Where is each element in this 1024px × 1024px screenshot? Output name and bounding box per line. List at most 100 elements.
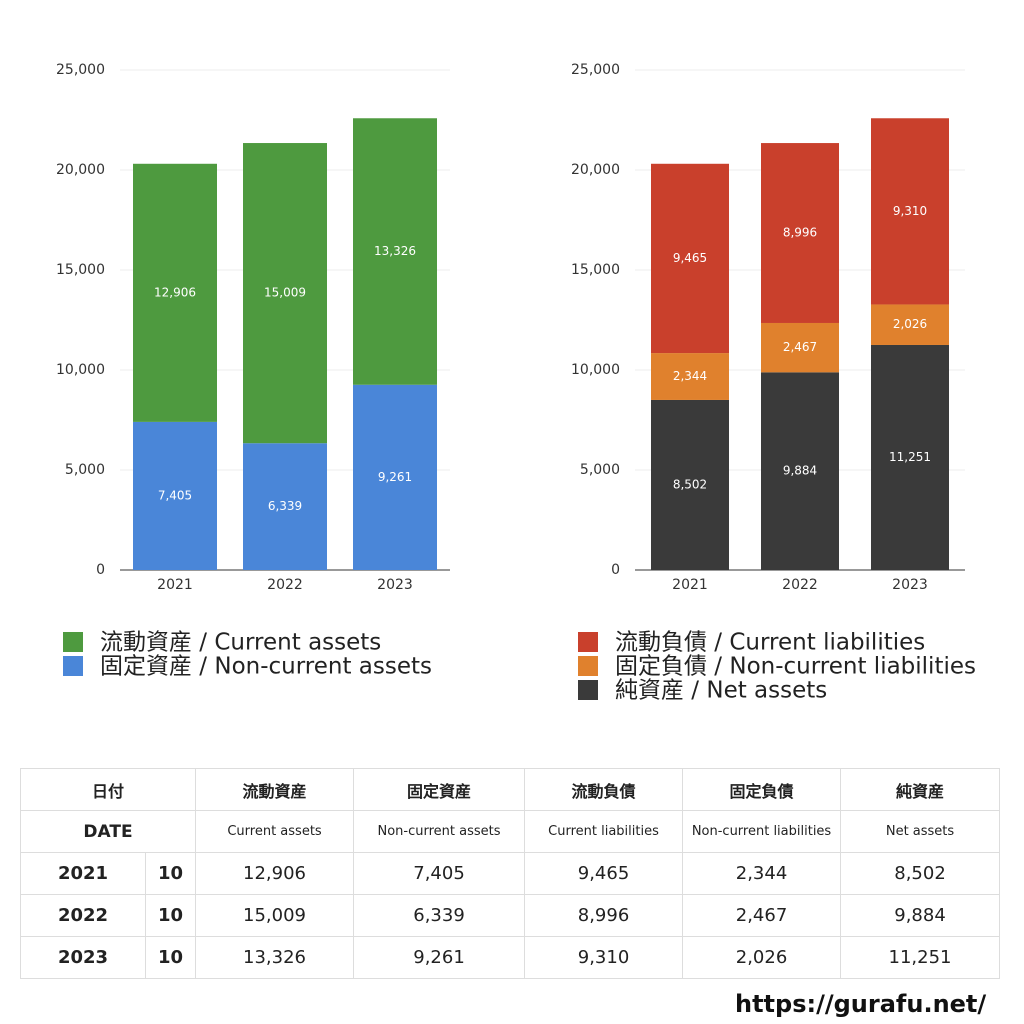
data-label: 9,884 [783,464,817,478]
data-label: 13,326 [374,244,416,258]
bar-segment [243,443,327,570]
table-cell: 2,344 [682,852,842,895]
table-cell: 7,405 [353,852,526,895]
x-tick-label: 2022 [267,577,303,593]
y-tick-label: 5,000 [65,462,105,478]
x-tick-label: 2021 [672,577,708,593]
header-row: 日付 流動資産 固定資産 流動負債 固定負債 純資産 [19,768,1001,811]
data-row: 2022 10 15,009 6,339 8,996 2,467 9,884 [20,894,1001,937]
table-cell: 2,026 [682,936,842,979]
bar-segment [871,304,949,345]
table-cell: 2023 [20,936,146,979]
table-cell: 13,326 [195,936,355,979]
data-label: 8,502 [673,477,707,491]
data-label: 7,405 [158,488,192,502]
table-cell: 10 [144,852,197,895]
table-cell: DATE [19,810,197,853]
bar-segment [353,118,437,385]
data-table: 日付 流動資産 固定資産 流動負債 固定負債 純資産 DATE Current assets N… [19,768,1001,979]
table-cell: Current assets [195,810,355,853]
header-row: DATE Current assets Non-current assets Curr… [19,810,1001,853]
footer-url: https://gurafu.net/ [735,990,987,1018]
table-cell: 12,906 [195,852,355,895]
table-cell: 8,996 [524,894,684,937]
table-cell: 固定資産 [353,768,526,811]
table-cell: 9,261 [353,936,526,979]
bar-segment [871,344,949,570]
data-label: 11,251 [889,450,931,464]
data-label: 6,339 [268,499,302,513]
y-tick-label: 15,000 [56,262,105,278]
table-cell: 10 [144,936,197,979]
legend-label: 流動負債 / Current liabilities [615,630,925,656]
y-tick-label: 20,000 [571,162,620,178]
legend-swatch [578,656,598,676]
bar-segment [243,143,327,444]
data-label: 9,261 [378,470,412,484]
bar-segment [651,163,729,354]
y-tick-label: 0 [611,562,620,578]
data-label: 2,026 [893,317,927,331]
bar-segment [133,421,217,570]
x-tick-label: 2023 [892,577,928,593]
table-cell: Net assets [840,810,1001,853]
table-cell: Non-current liabilities [682,810,842,853]
y-tick-label: 5,000 [580,462,620,478]
legend-swatch [578,680,598,700]
data-row: 2023 10 13,326 9,261 9,310 2,026 11,251 [20,936,1001,979]
data-label: 2,467 [783,340,817,354]
x-tick-label: 2023 [377,577,413,593]
bar-segment [871,118,949,305]
y-tick-label: 10,000 [56,362,105,378]
legend-swatch [63,632,83,652]
table-cell: 9,884 [840,894,1001,937]
table-cell: 15,009 [195,894,355,937]
bar-segment [133,163,217,422]
data-label: 15,009 [264,286,306,300]
y-tick-label: 20,000 [56,162,105,178]
table-cell: 2022 [20,894,146,937]
x-tick-label: 2022 [782,577,818,593]
table-cell: 9,310 [524,936,684,979]
table-cell: 流動資産 [195,768,355,811]
bar-segment [761,322,839,373]
data-label: 12,906 [154,285,196,299]
y-tick-label: 0 [96,562,105,578]
y-tick-label: 25,000 [571,62,620,78]
table-cell: 10 [144,894,197,937]
x-tick-label: 2021 [157,577,193,593]
table-cell: 11,251 [840,936,1001,979]
table-cell: 6,339 [353,894,526,937]
data-label: 9,310 [893,204,927,218]
table-cell: 流動負債 [524,768,684,811]
charts: 0 5,000 10,000 15,000 20,000 25,000 2021 7,405 1… [56,62,976,704]
y-tick-label: 10,000 [571,362,620,378]
legend-swatch [578,632,598,652]
y-tick-label: 25,000 [56,62,105,78]
data-row: 2021 10 12,906 7,405 9,465 2,344 8,502 [20,852,1001,895]
legend-label: 固定負債 / Non-current liabilities [615,654,976,680]
table-cell: 8,502 [840,852,1001,895]
table-cell: Non-current assets [353,810,526,853]
table-cell: 純資産 [840,768,1001,811]
table-cell: 2,467 [682,894,842,937]
table-cell: 日付 [19,768,197,811]
table-cell: 固定負債 [682,768,842,811]
bar-segment [651,353,729,400]
table-cell: 9,465 [524,852,684,895]
table-cell: 2021 [20,852,146,895]
legend-swatch [63,656,83,676]
table-cell: Current liabilities [524,810,684,853]
legend-label: 流動資産 / Current assets [100,630,381,656]
data-label: 2,344 [673,369,707,383]
bar-segment [761,143,839,323]
bar-segment [651,399,729,570]
bar-segment [353,384,437,570]
y-tick-label: 15,000 [571,262,620,278]
legend-label: 固定資産 / Non-current assets [100,654,432,680]
bar-segment [761,372,839,570]
data-label: 9,465 [673,251,707,265]
legend-label: 純資産 / Net assets [615,678,827,704]
data-label: 8,996 [783,226,817,240]
